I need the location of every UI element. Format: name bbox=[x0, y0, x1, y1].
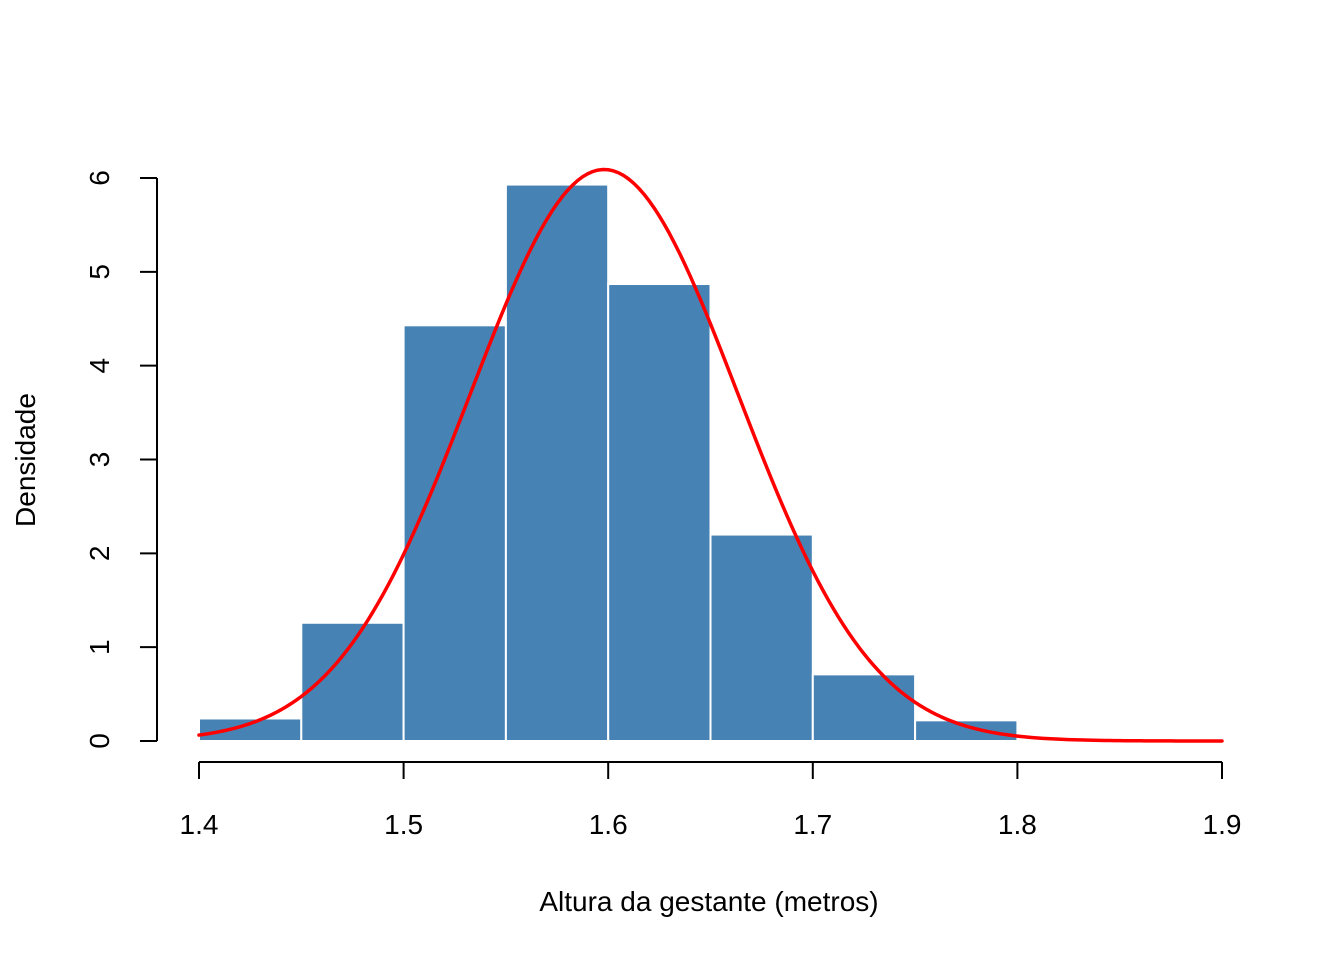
y-tick-label: 1 bbox=[84, 639, 115, 655]
y-tick-label: 2 bbox=[84, 546, 115, 562]
histogram-bar-5 bbox=[607, 283, 712, 742]
histogram-bar-6 bbox=[709, 533, 814, 742]
x-tick-label: 1.5 bbox=[384, 809, 423, 840]
histogram-bar-8 bbox=[914, 719, 1019, 743]
histogram-bars bbox=[198, 183, 1019, 743]
x-tick-label: 1.7 bbox=[793, 809, 832, 840]
y-tick-label: 0 bbox=[84, 733, 115, 749]
histogram-bar-7 bbox=[811, 673, 917, 743]
y-axis-title: Densidade bbox=[10, 393, 41, 527]
y-tick-label: 3 bbox=[84, 452, 115, 468]
y-tick-label: 6 bbox=[84, 170, 115, 186]
x-tick-label: 1.4 bbox=[180, 809, 219, 840]
normal-density-curve bbox=[197, 167, 1224, 743]
x-tick-label: 1.9 bbox=[1203, 809, 1242, 840]
x-tick-label: 1.6 bbox=[589, 809, 628, 840]
histogram-bar-4 bbox=[504, 183, 610, 742]
y-tick-label: 4 bbox=[84, 358, 115, 374]
axes: 1.4 1.5 1.6 1.7 1.8 1.9 0 1 2 3 4 5 6 bbox=[84, 170, 1241, 840]
x-axis-title: Altura da gestante (metros) bbox=[539, 886, 878, 917]
y-tick-label: 5 bbox=[84, 264, 115, 280]
x-tick-label: 1.8 bbox=[998, 809, 1037, 840]
histogram-bar-3 bbox=[402, 324, 507, 742]
